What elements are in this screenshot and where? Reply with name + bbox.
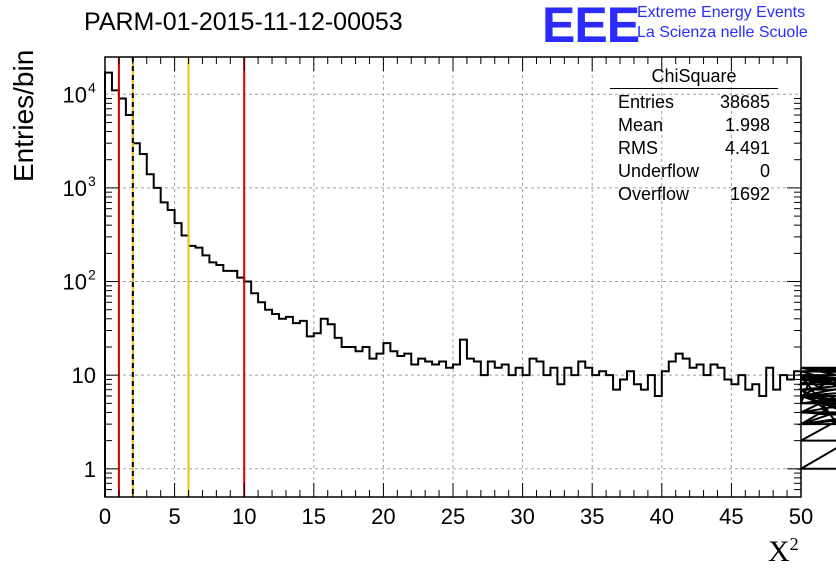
- histogram-series: [104, 71, 836, 497]
- logo-line-2: La Scienza nelle Scuole: [637, 24, 808, 41]
- x-axis-label-superscript: 2: [789, 534, 799, 554]
- stats-row: Mean 1.998: [610, 114, 778, 137]
- logo-line-1: Extreme Energy Events: [637, 4, 806, 21]
- stats-row: Underflow 0: [610, 160, 778, 183]
- y-tick-label-exponent: 2: [88, 267, 96, 283]
- y-tick-label: 1: [84, 457, 96, 482]
- x-tick-label: 0: [99, 504, 111, 529]
- stats-value: 4.491: [724, 138, 770, 158]
- stats-box-title: ChiSquare: [610, 66, 778, 89]
- stats-value: 1692: [729, 184, 770, 204]
- y-tick-label: 10: [63, 82, 87, 107]
- eee-logo: EEE: [542, 0, 640, 53]
- x-tick-label: 40: [650, 504, 674, 529]
- x-axis-label: X2: [768, 534, 799, 569]
- stats-value: 38685: [719, 92, 770, 112]
- y-tick-label-exponent: 4: [88, 79, 96, 95]
- x-tick-label: 45: [719, 504, 743, 529]
- x-tick-label: 35: [580, 504, 604, 529]
- y-axis-label: Entries/bin: [8, 49, 39, 182]
- stats-value: 1.998: [724, 115, 770, 135]
- stats-value: 0: [759, 161, 770, 181]
- y-tick-label: 10: [63, 176, 87, 201]
- x-tick-label: 10: [232, 504, 256, 529]
- stats-row: Entries 38685: [610, 91, 778, 114]
- stats-row: RMS 4.491: [610, 137, 778, 160]
- x-axis-label-main: X: [768, 535, 790, 568]
- stats-box: ChiSquare Entries 38685 Mean 1.998 RMS 4.491 U…: [610, 66, 778, 206]
- stats-row: Overflow 1692: [610, 183, 778, 206]
- x-tick-label: 25: [441, 504, 465, 529]
- y-tick-label-exponent: 3: [88, 173, 96, 189]
- stats-label: Overflow: [618, 184, 690, 204]
- x-tick-label: 20: [371, 504, 395, 529]
- chart-title: PARM-01-2015-11-12-00053: [84, 8, 403, 36]
- x-tick-label: 15: [302, 504, 326, 529]
- stats-label: Entries: [618, 92, 675, 112]
- x-tick-label: 50: [789, 504, 813, 529]
- stats-label: Mean: [618, 115, 664, 135]
- x-tick-label: 5: [168, 504, 180, 529]
- x-tick-label: 30: [510, 504, 534, 529]
- y-tick-label: 10: [63, 270, 87, 295]
- stats-label: Underflow: [618, 161, 700, 181]
- y-tick-label: 10: [72, 363, 96, 388]
- stats-label: RMS: [618, 138, 658, 158]
